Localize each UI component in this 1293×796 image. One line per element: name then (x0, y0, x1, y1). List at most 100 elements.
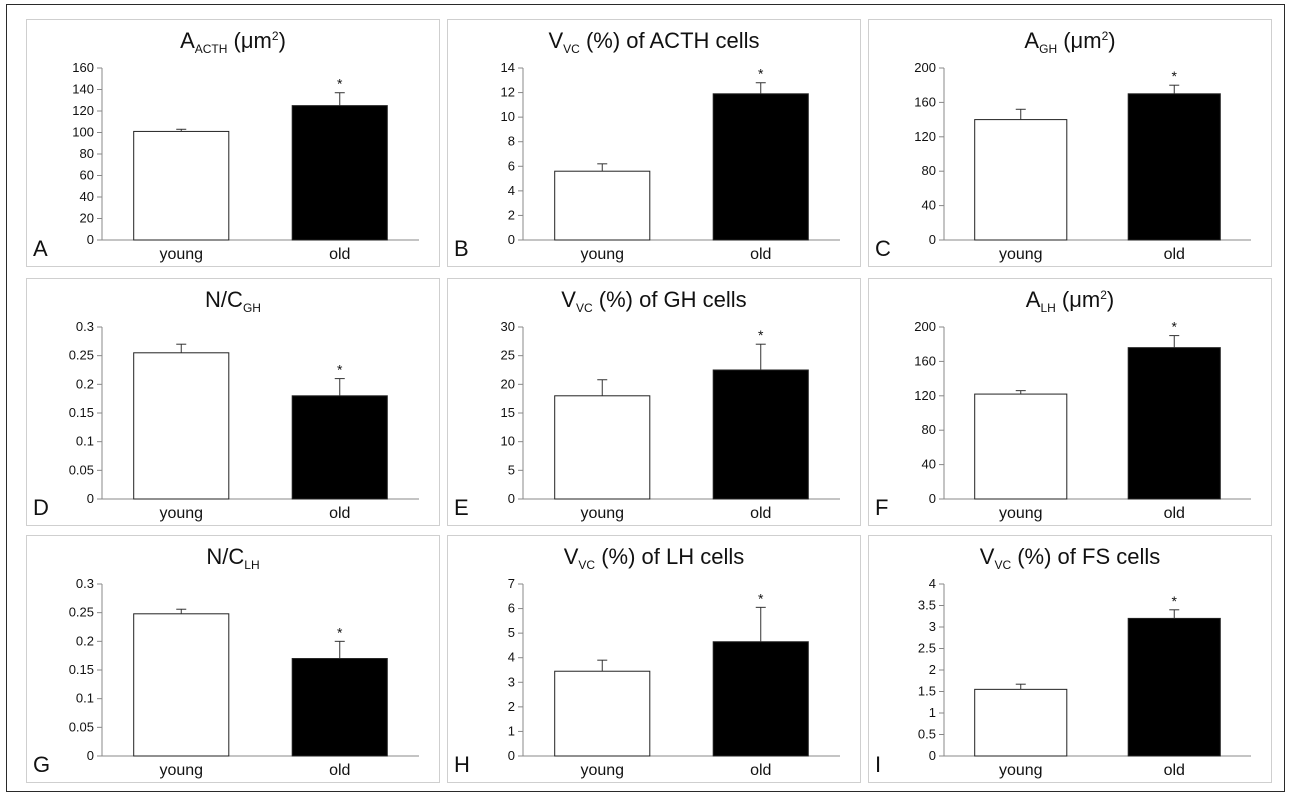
x-tick-label: young (999, 505, 1043, 522)
y-tick-label: 0.15 (69, 405, 94, 420)
y-tick-label: 40 (922, 198, 936, 213)
significance-asterisk: * (758, 327, 764, 343)
y-tick-label: 0.2 (76, 376, 94, 391)
y-tick-label: 0.3 (76, 576, 94, 591)
y-tick-label: 8 (508, 134, 515, 149)
chart-title: AGH (μm2) (1024, 28, 1116, 56)
y-tick-label: 10 (501, 109, 515, 124)
x-tick-label: young (159, 246, 203, 263)
y-tick-label: 120 (914, 388, 936, 403)
chart-title: VVC (%) of LH cells (563, 544, 745, 572)
chart-title: ALH (μm2) (1025, 287, 1115, 315)
chart-panel-g: N/CLH 0 0.05 0.1 0.15 0.2 0.25 0.3 young * old G (26, 535, 440, 783)
y-tick-label: 20 (501, 376, 515, 391)
y-tick-label: 160 (914, 94, 936, 109)
y-tick-label: 4 (929, 576, 936, 591)
chart-svg: 0 0.05 0.1 0.15 0.2 0.25 0.3 young * old (69, 319, 419, 522)
x-tick-label: young (999, 762, 1043, 779)
bar-old (1127, 617, 1221, 757)
y-tick-label: 20 (80, 211, 94, 226)
chart-svg: 0 2 4 6 8 10 12 14 young * old (501, 60, 840, 263)
chart-panel-c: AGH (μm2) 0 40 80 120 160 200 young * old C (868, 19, 1272, 267)
y-tick-label: 0.1 (76, 691, 94, 706)
bar-young (974, 393, 1068, 500)
y-tick-label: 1.5 (918, 684, 936, 699)
bar-old (291, 395, 388, 500)
y-tick-label: 14 (501, 60, 515, 75)
bar-old (1127, 347, 1221, 500)
y-tick-label: 0.25 (69, 605, 94, 620)
x-tick-label: young (159, 505, 203, 522)
x-tick-label: old (750, 246, 771, 263)
significance-asterisk: * (1172, 593, 1178, 609)
y-tick-label: 0 (87, 748, 94, 763)
chart-svg: 0 1 2 3 4 5 6 7 young * old (508, 576, 840, 779)
y-tick-label: 0 (929, 232, 936, 247)
chart-svg: 0 40 80 120 160 200 young * old (914, 319, 1251, 522)
chart-title: AACTH (μm2) (180, 28, 286, 56)
y-tick-label: 30 (501, 319, 515, 334)
y-tick-label: 0 (508, 491, 515, 506)
x-tick-label: young (159, 762, 203, 779)
y-tick-label: 2 (508, 207, 515, 222)
y-tick-label: 160 (72, 60, 94, 75)
y-tick-label: 5 (508, 462, 515, 477)
y-tick-label: 1 (508, 723, 515, 738)
y-tick-label: 0.2 (76, 633, 94, 648)
significance-asterisk: * (1172, 319, 1178, 335)
significance-asterisk: * (1172, 68, 1178, 84)
chart-panel-h: VVC (%) of LH cells 0 1 2 3 4 5 6 7 young * old H (447, 535, 861, 783)
y-tick-label: 12 (501, 85, 515, 100)
y-tick-label: 80 (922, 163, 936, 178)
panel-letter: F (875, 495, 889, 520)
panel-letter: D (33, 495, 49, 520)
bar-young (974, 119, 1068, 241)
chart-title: VVC (%) of ACTH cells (548, 28, 760, 56)
chart-svg: 0 40 80 120 160 200 young * old (914, 60, 1251, 263)
x-tick-label: old (329, 762, 350, 779)
x-tick-label: old (329, 246, 350, 263)
y-tick-label: 120 (72, 103, 94, 118)
significance-asterisk: * (337, 624, 343, 640)
y-tick-label: 15 (501, 405, 515, 420)
chart-svg: 0 20 40 60 80 100 120 140 160 young * old (72, 60, 419, 263)
y-tick-label: 0.3 (76, 319, 94, 334)
y-tick-label: 0 (929, 748, 936, 763)
y-tick-label: 0.25 (69, 348, 94, 363)
chart-svg: 0 0.5 1 1.5 2 2.5 3 3.5 4 young * old (918, 576, 1251, 779)
significance-asterisk: * (337, 362, 343, 378)
chart-title: N/CGH (205, 287, 261, 315)
y-tick-label: 10 (501, 434, 515, 449)
bar-old (291, 105, 388, 241)
x-tick-label: young (580, 762, 624, 779)
y-tick-label: 200 (914, 319, 936, 334)
y-tick-label: 60 (80, 168, 94, 183)
chart-panel-a: AACTH (μm2) 0 20 40 60 80 100 120 140 160 young * o… (26, 19, 440, 267)
panel-letter: H (454, 752, 470, 777)
panel-letter: A (33, 236, 48, 261)
chart-panel-e: VVC (%) of GH cells 0 5 10 15 20 25 30 young * ol… (447, 278, 861, 526)
y-tick-label: 120 (914, 129, 936, 144)
panel-letter: C (875, 236, 891, 261)
x-tick-label: old (329, 505, 350, 522)
chart-panel-b: VVC (%) of ACTH cells 0 2 4 6 8 10 12 14 young * o… (447, 19, 861, 267)
y-tick-label: 2.5 (918, 641, 936, 656)
y-tick-label: 40 (80, 189, 94, 204)
x-tick-label: old (750, 505, 771, 522)
chart-panel-d: N/CGH 0 0.05 0.1 0.15 0.2 0.25 0.3 young * old D (26, 278, 440, 526)
figure-frame: AACTH (μm2) 0 20 40 60 80 100 120 140 160 young * o… (6, 4, 1285, 792)
y-tick-label: 4 (508, 183, 515, 198)
bar-old (712, 369, 809, 500)
significance-asterisk: * (337, 76, 343, 92)
y-tick-label: 0 (508, 748, 515, 763)
y-tick-label: 6 (508, 158, 515, 173)
panel-letter: G (33, 752, 51, 777)
bar-young (974, 688, 1068, 757)
bar-young (554, 170, 651, 241)
chart-title: VVC (%) of FS cells (979, 544, 1161, 572)
y-tick-label: 1 (929, 705, 936, 720)
chart-panel-i: VVC (%) of FS cells 0 0.5 1 1.5 2 2.5 3 3.5 4 you… (868, 535, 1272, 783)
y-tick-label: 3 (929, 619, 936, 634)
panel-letter: I (875, 752, 882, 777)
bar-old (712, 641, 809, 757)
